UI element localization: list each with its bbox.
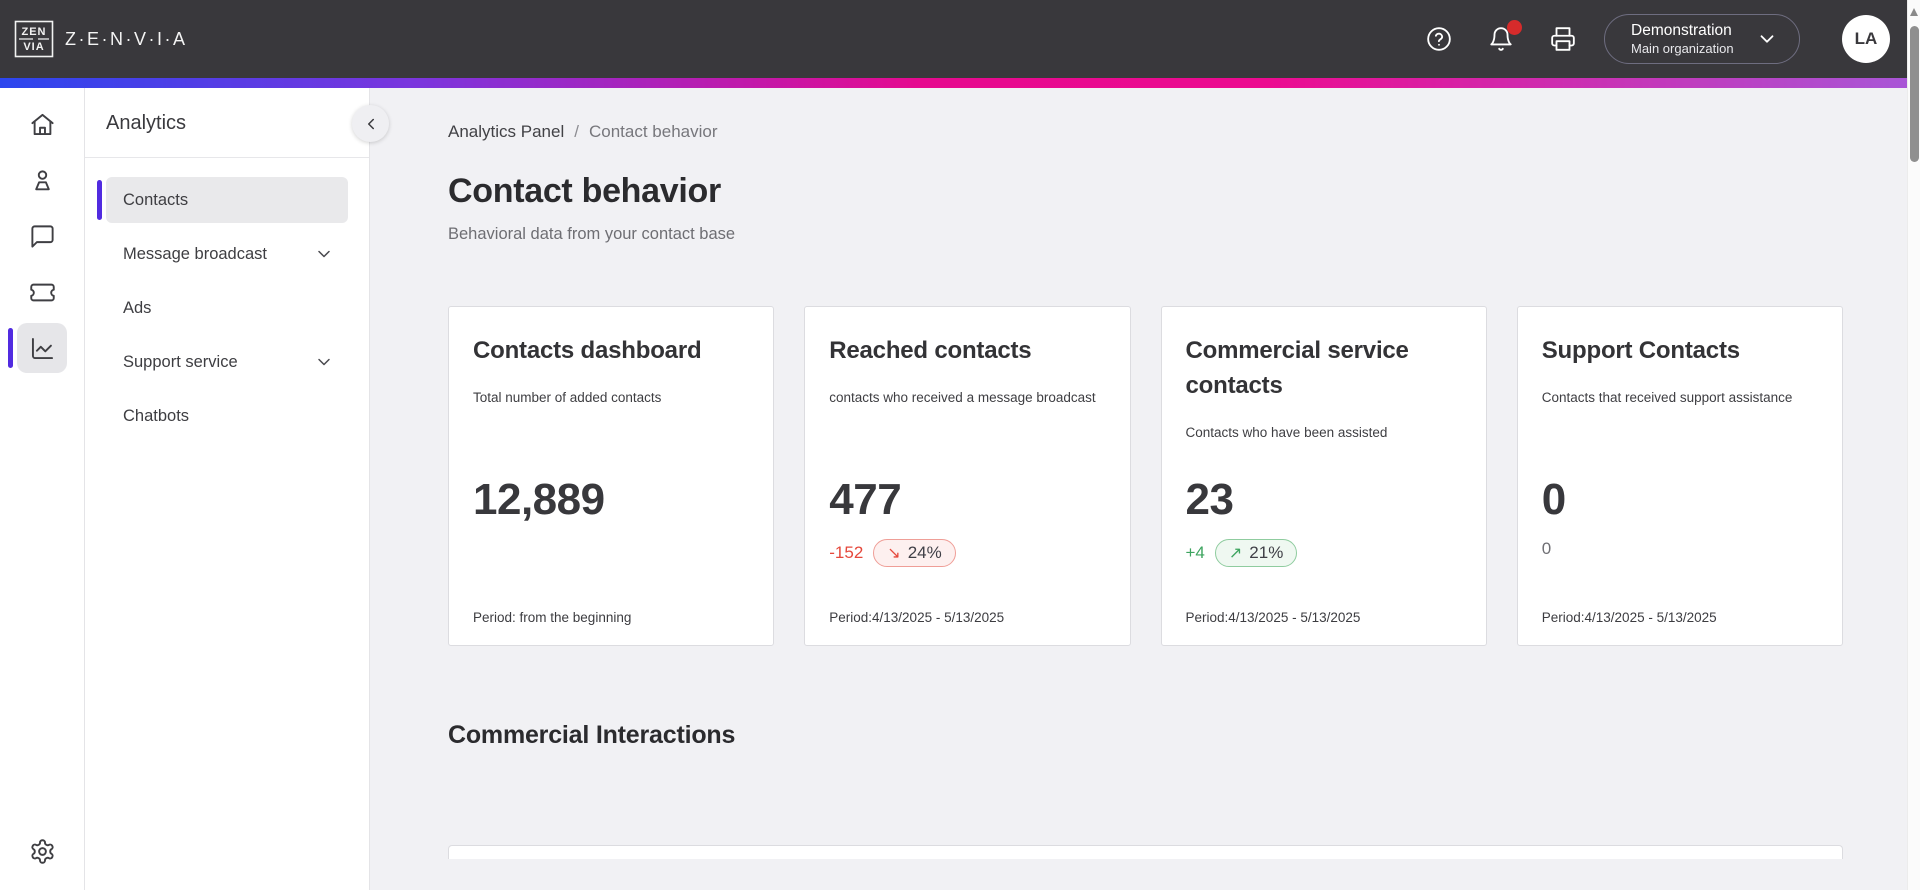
page-subtitle: Behavioral data from your contact base [448,225,736,243]
rail-item-settings[interactable] [17,826,67,876]
subnav-item-label: Message broadcast [123,244,267,263]
zenvia-logo-icon: ZEN VIA [14,20,54,58]
svg-text:ZEN: ZEN [22,26,47,38]
vertical-scrollbar [1907,0,1920,890]
card-commercial-service-contacts: Commercial service contacts Contacts who… [1160,306,1487,646]
section-title-commercial-interactions: Commercial Interactions [448,721,736,749]
subnav-list: Contacts Message broadcast Ads Support s… [85,158,369,439]
card-reached-contacts: Reached contacts contacts who received a… [804,306,1131,646]
card-value: 477 [829,475,902,524]
bell-icon [1490,27,1512,51]
chevron-left-icon [367,118,374,129]
help-button[interactable] [1424,24,1454,54]
subnav-divider [85,157,369,158]
card-title: Support Contacts [1541,337,1740,364]
subnav-item-label: Support service [123,352,238,371]
commercial-interactions-card-edge [448,845,1843,859]
delta-value: +4 [1185,543,1205,562]
line-chart-icon [31,337,53,359]
card-title: Reached contacts [829,337,1032,364]
delta-value: -152 [829,543,864,562]
card-period: Period: from the beginning [473,610,632,625]
scrollbar-thumb[interactable] [1910,26,1919,162]
card-period: Period:4/13/2025 - 5/13/2025 [1541,610,1717,625]
card-description: Total number of added contacts [473,389,662,405]
delta-value: 0 [1541,539,1552,558]
organization-labels: Demonstration Main organization [1631,21,1734,57]
card-value: 12,889 [473,475,605,524]
card-description: Contacts that received support assistanc… [1541,389,1793,405]
chat-bubble-icon [30,224,54,248]
trend-badge: ↗ 21% [1214,539,1298,567]
trend-down-icon: ↘ [887,545,901,562]
printer-icon [1551,27,1575,51]
trend-badge: ↘ 24% [873,539,956,567]
subnav-item-contacts[interactable]: Contacts [97,177,348,223]
rail-item-analytics[interactable] [8,323,67,373]
trend-percent: 21% [1249,543,1284,562]
kpi-cards: Contacts dashboard Total number of added… [448,306,1843,646]
svg-text:VIA: VIA [23,41,44,53]
subnav-item-label: Ads [123,298,152,317]
card-delta-row: 0 [1542,539,1551,559]
home-icon [30,113,54,135]
trend-up-icon: ↗ [1228,545,1243,562]
subnav-item-support-service[interactable]: Support service [106,339,348,385]
brand: ZEN VIA Z·E·N·V·I·A [14,20,187,58]
subnav-item-label: Chatbots [123,406,190,425]
collapse-subnav-button[interactable] [352,105,389,142]
notifications-button[interactable] [1486,20,1522,54]
organization-switcher[interactable]: Demonstration Main organization [1604,14,1800,64]
rail-item-home[interactable] [17,99,67,149]
main-content: Analytics Panel / Contact behavior Conta… [370,88,1920,890]
card-title: Contacts dashboard [473,337,702,364]
breadcrumb-separator: / [574,122,579,141]
trend-percent: 24% [907,543,942,562]
page-title: Contact behavior [448,172,721,210]
subnav-item-message-broadcast[interactable]: Message broadcast [106,231,348,277]
gear-icon [30,838,54,864]
subnav-item-chatbots[interactable]: Chatbots [106,393,348,439]
print-button[interactable] [1548,24,1578,54]
card-support-contacts: Support Contacts Contacts that received … [1516,306,1843,646]
chevron-down-icon [318,250,330,258]
card-delta-row: +4 ↗ 21% [1186,539,1298,567]
organization-name: Demonstration [1631,22,1732,40]
topbar-actions: Demonstration Main organization LA [1392,14,1890,64]
brand-gradient-bar [0,78,1920,88]
topbar: ZEN VIA Z·E·N·V·I·A [0,0,1920,78]
user-avatar[interactable]: LA [1842,15,1890,63]
card-description: contacts who received a message broadcas… [829,389,1096,405]
person-icon [34,169,50,190]
breadcrumb: Analytics Panel / Contact behavior [448,122,1843,142]
notification-dot [1507,20,1522,35]
card-title: Commercial service contacts [1185,337,1409,399]
card-contacts-dashboard: Contacts dashboard Total number of added… [448,306,775,646]
card-description: Contacts who have been assisted [1185,424,1388,440]
subnav-title: Analytics [106,112,187,134]
analytics-subnav: Analytics Contacts Message broadcast Ads… [85,88,370,890]
organization-subtitle: Main organization [1631,40,1734,56]
rail-item-tickets[interactable] [17,267,67,317]
chevron-down-icon [318,358,330,366]
rail-item-conversations[interactable] [17,211,67,261]
card-value: 23 [1185,475,1234,524]
card-period: Period:4/13/2025 - 5/13/2025 [1185,610,1361,625]
breadcrumb-analytics-panel[interactable]: Analytics Panel [448,122,565,141]
rail-item-contacts[interactable] [17,155,67,205]
scrollbar-up-arrow[interactable] [1909,6,1920,18]
ticket-icon [29,283,55,301]
chevron-down-icon [1760,35,1774,43]
subnav-item-label: Contacts [123,190,189,209]
help-icon [1427,27,1451,51]
card-period: Period:4/13/2025 - 5/13/2025 [829,610,1005,625]
subnav-item-ads[interactable]: Ads [106,285,348,331]
icon-rail [0,88,85,890]
brand-name: Z·E·N·V·I·A [65,28,188,49]
card-value: 0 [1541,475,1566,524]
breadcrumb-current: Contact behavior [588,122,718,141]
card-delta-row: -152 ↘ 24% [829,539,956,567]
